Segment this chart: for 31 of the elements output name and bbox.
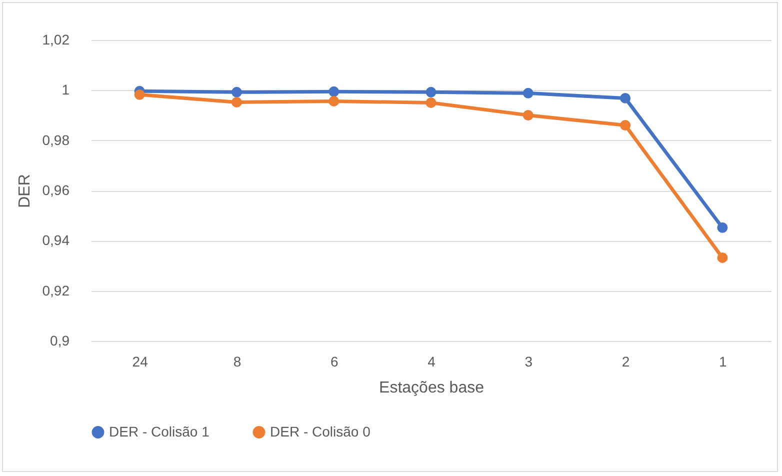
point — [620, 92, 631, 104]
y-tick-label: 1,02 — [42, 32, 70, 48]
y-tick-label: 0,98 — [42, 132, 70, 148]
point — [328, 96, 340, 106]
point — [717, 252, 728, 263]
point — [426, 97, 436, 108]
x-tick-label: 24 — [132, 354, 148, 370]
x-tick-label: 6 — [330, 354, 338, 370]
x-tick-label: 3 — [524, 354, 533, 370]
x-tick-label: 8 — [233, 354, 242, 370]
point — [328, 86, 340, 97]
x-axis-title: Estações base — [379, 380, 484, 396]
x-tick-label: 1 — [719, 354, 728, 370]
y-tick-label: 0,94 — [42, 232, 70, 248]
x-tick-label: 4 — [428, 354, 436, 370]
legend-label: DER - Colisão 1 — [109, 423, 210, 440]
point — [231, 96, 242, 108]
point — [231, 86, 242, 98]
y-tick-label: 0,92 — [42, 282, 70, 298]
point — [522, 110, 534, 120]
point — [426, 86, 436, 98]
x-tick-label: 2 — [622, 354, 630, 370]
y-tick-label: 1 — [62, 82, 70, 98]
legend-label: DER - Colisão 0 — [270, 423, 371, 440]
y-axis-title: DER — [16, 174, 34, 208]
point — [134, 89, 145, 100]
point — [522, 88, 534, 98]
y-tick-label: 0,96 — [42, 182, 70, 198]
point — [717, 222, 728, 233]
point — [620, 120, 631, 131]
y-tick-label: 0,9 — [50, 332, 70, 348]
